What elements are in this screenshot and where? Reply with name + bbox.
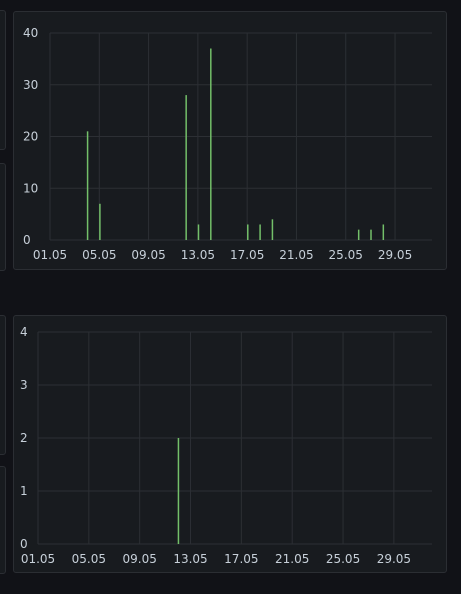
bar-chart-2: 0 1 2 3 4 01.05 05.05 09.05 13.05 17.05 21.05 25.05…: [20, 325, 432, 566]
y-tick-label: 2: [20, 431, 28, 445]
x-tick-label: 13.05: [181, 248, 215, 262]
x-tick-label: 13.05: [173, 552, 207, 566]
x-tick-label: 29.05: [377, 552, 411, 566]
left-panel-stub-3: [0, 315, 6, 455]
left-panel-stub-2: [0, 163, 6, 271]
bar-26.05[interactable]: [357, 229, 360, 240]
bar-05.05[interactable]: [99, 203, 101, 240]
x-tick-label: 01.05: [33, 248, 67, 262]
left-panel-stub-4: [0, 466, 6, 574]
bar-19.05[interactable]: [271, 219, 274, 240]
x-tick-label: 17.05: [230, 248, 264, 262]
bar-27.05[interactable]: [370, 229, 372, 240]
y-tick-label: 20: [23, 130, 38, 144]
y-tick-label: 4: [20, 325, 28, 339]
chart-panel-2: 0 1 2 3 4 01.05 05.05 09.05 13.05 17.05 21.05 25.05…: [13, 315, 447, 573]
y-tick-label: 0: [20, 537, 28, 551]
y-tick-label: 10: [23, 181, 38, 195]
bar-chart-1: 0 10 20 30 40 01.05 05.05 09.05 13.05 17.05 21.05 2…: [23, 26, 432, 262]
bar-12.05[interactable]: [185, 95, 187, 240]
x-tick-label: 21.05: [275, 552, 309, 566]
y-tick-label: 3: [20, 378, 28, 392]
x-tick-label: 25.05: [329, 248, 363, 262]
bar-13.05[interactable]: [197, 224, 200, 240]
y-tick-label: 40: [23, 26, 38, 40]
left-panel-stub-1: [0, 10, 6, 150]
bar-04.05[interactable]: [86, 131, 89, 240]
x-tick-label: 01.05: [21, 552, 55, 566]
x-tick-label: 05.05: [72, 552, 106, 566]
y-tick-label: 0: [23, 233, 31, 247]
chart-panel-1: 0 10 20 30 40 01.05 05.05 09.05 13.05 17.05 21.05 2…: [13, 11, 447, 270]
bar-12.05[interactable]: [177, 438, 180, 544]
bar-18.05[interactable]: [259, 224, 261, 240]
y-tick-label: 30: [23, 78, 38, 92]
x-tick-label: 09.05: [122, 552, 156, 566]
bar-17.05[interactable]: [247, 224, 249, 240]
bar-14.05[interactable]: [210, 48, 212, 241]
x-tick-label: 09.05: [131, 248, 165, 262]
x-tick-label: 29.05: [378, 248, 412, 262]
y-tick-label: 1: [20, 484, 28, 498]
x-tick-label: 21.05: [279, 248, 313, 262]
x-tick-label: 05.05: [82, 248, 116, 262]
x-tick-label: 25.05: [326, 552, 360, 566]
bar-28.05[interactable]: [382, 224, 385, 240]
x-tick-label: 17.05: [224, 552, 258, 566]
